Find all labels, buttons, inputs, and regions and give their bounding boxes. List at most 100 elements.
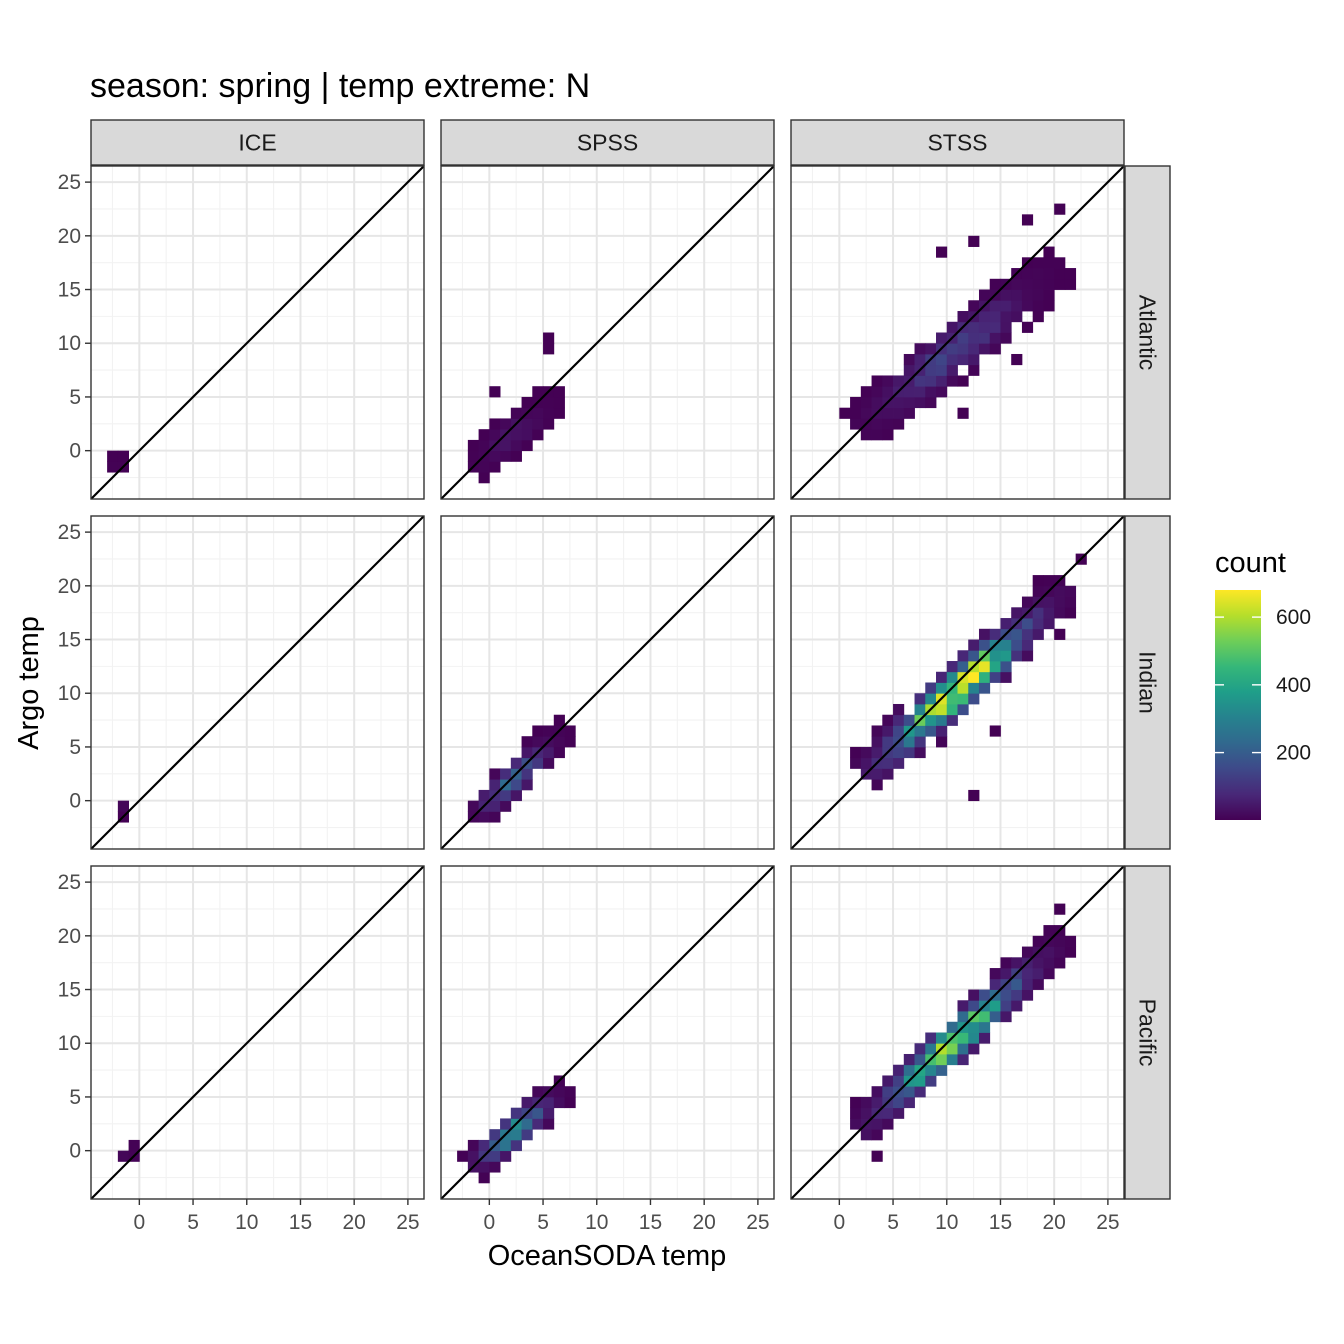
heatmap-bin bbox=[532, 1086, 544, 1098]
heatmap-bin bbox=[936, 386, 948, 398]
heatmap-bin bbox=[871, 418, 883, 430]
heatmap-bin bbox=[543, 1118, 555, 1130]
heatmap-bin bbox=[850, 396, 862, 409]
x-tick-label: 15 bbox=[289, 1211, 312, 1234]
heatmap-bin bbox=[500, 1150, 512, 1162]
heatmap-bin bbox=[478, 439, 490, 452]
heatmap-bin bbox=[978, 989, 991, 1001]
heatmap-bin bbox=[1064, 946, 1077, 958]
heatmap-bin bbox=[936, 714, 948, 726]
panel-border bbox=[90, 515, 425, 850]
x-tick-label: 10 bbox=[235, 1211, 258, 1234]
heatmap-bin bbox=[1000, 289, 1012, 301]
heatmap-bin bbox=[860, 746, 872, 759]
heatmap-bin bbox=[510, 789, 522, 802]
heatmap-bin bbox=[553, 407, 565, 419]
heatmap-bin bbox=[903, 736, 915, 748]
heatmap-bin bbox=[978, 661, 991, 673]
heatmap-bin bbox=[968, 671, 980, 683]
heatmap-bin bbox=[871, 429, 883, 441]
heatmap-bin bbox=[936, 1032, 948, 1044]
heatmap-bin bbox=[957, 311, 969, 323]
ticks-layer: 0 5 10 15 20 25 0 5 10 15 20 25 0 5 10 15 20 25 0 5 10 15 20 25… bbox=[58, 171, 1120, 1234]
heatmap-bin bbox=[925, 375, 937, 387]
reference-line bbox=[441, 166, 774, 499]
heatmap-bin bbox=[564, 725, 576, 737]
heatmap-bin bbox=[903, 364, 915, 376]
reference-line bbox=[441, 866, 774, 1199]
heatmap-bin bbox=[1054, 596, 1066, 608]
x-tick-label: 25 bbox=[746, 1211, 769, 1234]
heatmap-bin bbox=[489, 386, 501, 398]
heatmap-bin bbox=[521, 396, 533, 409]
heatmap-bin bbox=[1054, 203, 1066, 215]
heatmap-bin bbox=[957, 353, 969, 366]
chart-title: season: spring | temp extreme: N bbox=[90, 67, 590, 105]
legend-colorbar bbox=[1215, 590, 1261, 820]
reference-line bbox=[791, 866, 1124, 1199]
heatmap-bin bbox=[871, 375, 883, 387]
heatmap-bin bbox=[1000, 661, 1012, 673]
heatmap-bin bbox=[978, 289, 991, 301]
heatmap-bin bbox=[968, 1000, 980, 1012]
heatmap-bin bbox=[946, 693, 958, 705]
y-tick-label: 15 bbox=[58, 629, 81, 652]
heatmap-bin bbox=[521, 746, 533, 759]
heatmap-bin bbox=[957, 332, 969, 344]
x-tick-label: 15 bbox=[989, 1211, 1012, 1234]
heatmap-bin bbox=[978, 671, 991, 683]
heatmap-bin bbox=[1000, 671, 1012, 683]
heatmap-bin bbox=[553, 396, 565, 409]
panel-pacific-spss bbox=[440, 865, 775, 1200]
heatmap-bin bbox=[1043, 300, 1055, 312]
heatmap-bin bbox=[553, 736, 565, 748]
heatmap-bin bbox=[500, 800, 512, 812]
heatmap-bin bbox=[860, 757, 872, 769]
heatmap-bin bbox=[989, 628, 1001, 640]
heatmap-bin bbox=[1054, 585, 1066, 597]
panel-plot-area bbox=[91, 516, 424, 849]
x-tick-label: 5 bbox=[537, 1211, 549, 1234]
heatmap-bin bbox=[1054, 957, 1066, 969]
heatmap-bin bbox=[1021, 596, 1034, 608]
heatmap-bin bbox=[968, 235, 980, 247]
heatmap-bin bbox=[978, 343, 991, 355]
heatmap-bin bbox=[553, 1086, 565, 1098]
heatmap-bin bbox=[510, 439, 522, 452]
heatmap-bin bbox=[914, 1086, 926, 1098]
heatmap-bin bbox=[521, 1129, 533, 1141]
heatmap-bin bbox=[1011, 1000, 1023, 1012]
y-tick-label: 5 bbox=[69, 386, 81, 409]
heatmap-bin bbox=[903, 1096, 915, 1109]
panel-border bbox=[90, 865, 425, 1200]
heatmap-bin bbox=[1064, 268, 1077, 280]
heatmap-bin bbox=[489, 779, 501, 791]
heatmap-bin bbox=[957, 1053, 969, 1066]
y-tick-label: 5 bbox=[69, 1086, 81, 1109]
heatmap-bin bbox=[532, 386, 544, 398]
heatmap-bin bbox=[882, 386, 894, 398]
heatmap-bin bbox=[1011, 628, 1023, 640]
heatmap-bin bbox=[860, 407, 872, 419]
heatmap-bin bbox=[478, 429, 490, 441]
panel-border bbox=[790, 515, 1125, 850]
x-tick-label: 20 bbox=[692, 1211, 715, 1234]
heatmap-bin bbox=[543, 343, 555, 355]
reference-line bbox=[791, 516, 1124, 849]
legend-title: count bbox=[1215, 547, 1286, 579]
heatmap-bin bbox=[903, 714, 915, 726]
heatmap-bin bbox=[850, 1096, 862, 1109]
heatmap-bin bbox=[532, 407, 544, 419]
heatmap-bin bbox=[957, 407, 969, 419]
heatmap-bin bbox=[871, 1150, 883, 1162]
strip-indian: Indian bbox=[1124, 515, 1171, 850]
heatmap-bin bbox=[532, 757, 544, 769]
heatmap-bin bbox=[489, 450, 501, 462]
heatmap-bin bbox=[989, 650, 1001, 662]
heatmap-bin bbox=[1011, 311, 1023, 323]
heatmap-bin bbox=[936, 1064, 948, 1076]
heatmap-bin bbox=[500, 450, 512, 462]
heatmap-bin bbox=[1000, 321, 1012, 333]
heatmap-bin bbox=[1032, 575, 1044, 587]
heatmap-bin bbox=[564, 1086, 576, 1098]
